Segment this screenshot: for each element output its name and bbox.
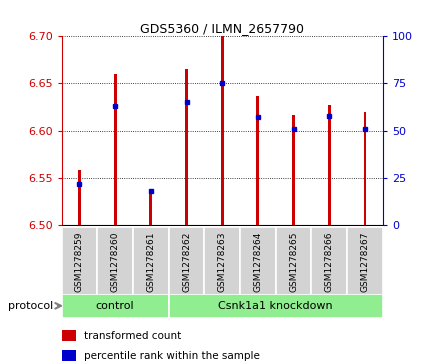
Bar — [292, 115, 295, 225]
Text: GSM1278262: GSM1278262 — [182, 231, 191, 291]
FancyBboxPatch shape — [62, 227, 97, 296]
Bar — [185, 69, 188, 225]
Text: GSM1278267: GSM1278267 — [360, 231, 370, 291]
Text: GSM1278265: GSM1278265 — [289, 231, 298, 291]
FancyBboxPatch shape — [133, 227, 169, 296]
Title: GDS5360 / ILMN_2657790: GDS5360 / ILMN_2657790 — [140, 22, 304, 35]
FancyBboxPatch shape — [347, 227, 383, 296]
Bar — [150, 192, 152, 225]
FancyBboxPatch shape — [204, 227, 240, 296]
Text: GSM1278260: GSM1278260 — [110, 231, 120, 291]
Bar — [114, 74, 117, 225]
Text: GSM1278261: GSM1278261 — [147, 231, 155, 291]
Text: transformed count: transformed count — [84, 331, 181, 341]
Bar — [363, 112, 367, 225]
Text: GSM1278259: GSM1278259 — [75, 231, 84, 291]
FancyBboxPatch shape — [276, 227, 312, 296]
Bar — [257, 96, 259, 225]
Bar — [221, 36, 224, 225]
Bar — [62, 350, 76, 361]
FancyBboxPatch shape — [62, 294, 169, 318]
Text: GSM1278266: GSM1278266 — [325, 231, 334, 291]
FancyBboxPatch shape — [169, 294, 383, 318]
FancyBboxPatch shape — [240, 227, 276, 296]
Text: protocol: protocol — [7, 301, 53, 311]
Text: percentile rank within the sample: percentile rank within the sample — [84, 351, 260, 361]
Text: GSM1278263: GSM1278263 — [218, 231, 227, 291]
Text: control: control — [96, 301, 135, 311]
FancyBboxPatch shape — [169, 227, 204, 296]
Text: Csnk1a1 knockdown: Csnk1a1 knockdown — [218, 301, 333, 311]
Text: GSM1278264: GSM1278264 — [253, 231, 262, 291]
FancyBboxPatch shape — [312, 227, 347, 296]
Bar — [328, 105, 331, 225]
FancyBboxPatch shape — [97, 227, 133, 296]
Bar — [62, 330, 76, 341]
Bar — [78, 170, 81, 225]
